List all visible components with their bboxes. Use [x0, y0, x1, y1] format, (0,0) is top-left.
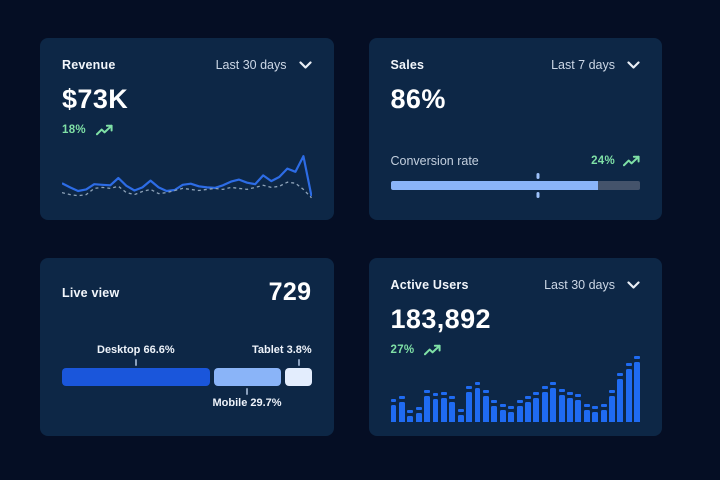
active-users-bar — [457, 408, 464, 422]
sales-card-header: Sales Last 7 days — [391, 58, 641, 72]
revenue-trend-previous-line — [62, 181, 312, 199]
device-distribution-chart: Desktop 66.6% Mobile 29.7% Tablet 3.8% — [62, 344, 312, 412]
active-users-bar — [474, 382, 481, 422]
active-users-bar — [398, 395, 405, 422]
active-users-bar — [541, 385, 548, 422]
conversion-rate-label: Conversion rate — [390, 154, 479, 168]
tablet-segment — [284, 368, 312, 386]
live-view-card-header: Live view 729 — [62, 278, 312, 307]
active-users-bar — [415, 407, 422, 422]
active-users-bar — [390, 398, 397, 422]
tablet-label: Tablet 3.8% — [252, 344, 312, 356]
desktop-label: Desktop 66.6% — [97, 344, 175, 356]
progress-fill — [390, 181, 598, 190]
active-users-period-label: Last 30 days — [544, 278, 615, 292]
active-users-bar — [499, 403, 506, 422]
active-users-bar — [600, 403, 607, 422]
revenue-delta: 18% — [62, 124, 86, 136]
active-users-bar — [407, 410, 414, 422]
desktop-tick — [135, 359, 137, 366]
chevron-down-icon — [298, 61, 312, 69]
chevron-down-icon — [627, 61, 640, 69]
active-users-bar — [592, 406, 599, 422]
active-users-bar — [625, 362, 632, 422]
active-users-bar — [432, 392, 439, 422]
active-users-bar — [558, 389, 565, 422]
revenue-card-title: Revenue — [62, 58, 116, 72]
conversion-rate-row: Conversion rate 24% — [391, 154, 641, 168]
mobile-label: Mobile 29.7% — [212, 397, 282, 409]
active-users-delta-row: 27% — [391, 344, 641, 356]
active-users-bar — [533, 392, 540, 422]
live-view-card: Live view 729 Desktop 66.6% Mobile 29.7% T… — [40, 258, 334, 436]
active-users-value: 183,892 — [390, 304, 491, 334]
active-users-bar — [516, 399, 523, 422]
active-users-bar — [525, 395, 531, 422]
desktop-segment — [62, 368, 211, 386]
active-users-bar — [634, 356, 641, 422]
sales-period-label: Last 7 days — [551, 58, 615, 72]
revenue-card-header: Revenue Last 30 days — [62, 58, 312, 72]
revenue-value: $73K — [62, 84, 129, 114]
revenue-card: Revenue Last 30 days $73K 18% — [40, 38, 334, 220]
active-users-card-title: Active Users — [390, 278, 469, 292]
sales-card: Sales Last 7 days 86% Conversion rate 24… — [368, 38, 662, 220]
revenue-line-chart — [62, 155, 312, 199]
active-users-bar — [491, 399, 498, 422]
active-users-bar — [424, 390, 431, 422]
active-users-bar — [466, 386, 473, 422]
conversion-rate-delta: 24% — [591, 155, 615, 167]
live-view-value: 729 — [268, 278, 312, 306]
active-users-bar — [482, 390, 489, 422]
active-users-bar — [567, 391, 573, 422]
active-users-bar — [449, 395, 456, 422]
sales-value: 86% — [390, 84, 446, 114]
revenue-period-dropdown[interactable]: Last 30 days — [216, 58, 312, 72]
progress-marker-top — [536, 173, 540, 179]
sales-period-dropdown[interactable]: Last 7 days — [551, 58, 640, 72]
active-users-card: Active Users Last 30 days 183,892 27% — [368, 258, 662, 436]
trend-up-icon — [95, 124, 113, 136]
progress-marker-bottom — [536, 192, 540, 198]
revenue-delta-row: 18% — [62, 124, 312, 136]
active-users-period-dropdown[interactable]: Last 30 days — [544, 278, 640, 292]
active-users-bar — [609, 390, 615, 422]
device-distribution-bar — [62, 368, 312, 386]
trend-up-icon — [424, 344, 441, 356]
active-users-bar — [617, 372, 624, 422]
revenue-trend-current-line — [62, 155, 312, 197]
progress-track — [390, 181, 640, 190]
active-users-bar — [583, 403, 590, 422]
mobile-segment — [214, 368, 281, 386]
active-users-card-header: Active Users Last 30 days — [391, 278, 641, 292]
active-users-bar-chart — [390, 356, 641, 422]
active-users-bar — [508, 406, 515, 422]
active-users-bar — [440, 391, 447, 422]
live-view-card-title: Live view — [62, 285, 120, 300]
tablet-tick — [297, 359, 300, 366]
revenue-period-label: Last 30 days — [215, 58, 287, 72]
conversion-rate-delta-group: 24% — [591, 155, 640, 167]
active-users-delta: 27% — [390, 344, 415, 356]
chevron-down-icon — [627, 281, 640, 289]
active-users-bar — [575, 394, 582, 422]
trend-up-icon — [623, 155, 640, 167]
active-users-bar — [550, 382, 557, 422]
conversion-progress — [390, 173, 640, 198]
mobile-tick — [246, 388, 248, 395]
sales-card-title: Sales — [390, 58, 425, 72]
